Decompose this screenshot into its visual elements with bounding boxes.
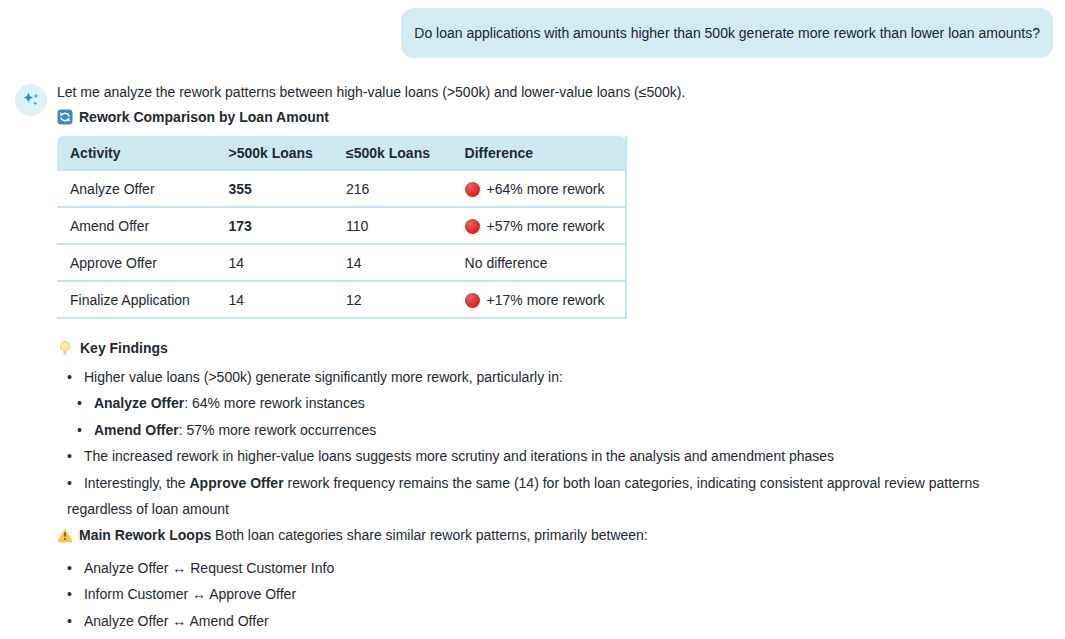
- list-item: • Higher value loans (>500k) generate sig…: [57, 364, 987, 390]
- bold-text: Approve Offer: [189, 475, 283, 491]
- user-message-row: Do loan applications with amounts higher…: [0, 0, 1065, 58]
- sparkles-icon: [20, 89, 42, 111]
- bold-text: Main Rework Loops: [79, 527, 211, 543]
- difference-cell: +57% more rework: [452, 207, 626, 244]
- rework-loops-list: • Analyze Offer ↔ Request Customer Info • I…: [57, 555, 987, 634]
- assistant-message-content: Let me analyze the rework patterns betwe…: [57, 80, 1007, 634]
- bullet-icon: •: [67, 586, 72, 602]
- difference-cell: +17% more rework: [452, 281, 626, 318]
- text: Analyze Offer ↔ Request Customer Info: [84, 560, 334, 576]
- main-rework-loops-heading: Main Rework Loops Both loan categories s…: [57, 522, 987, 548]
- chat-conversation: Do loan applications with amounts higher…: [0, 0, 1065, 634]
- user-message-text: Do loan applications with amounts higher…: [414, 25, 1040, 41]
- difference-text: +17% more rework: [487, 292, 605, 308]
- text: Analyze Offer ↔ Amend Offer: [84, 613, 269, 629]
- light-bulb-icon: [57, 340, 73, 356]
- table-heading-text: Rework Comparison by Loan Amount: [79, 107, 329, 127]
- activity-cell: Finalize Application: [57, 281, 215, 318]
- assistant-message-row: Let me analyze the rework patterns betwe…: [0, 80, 1065, 634]
- text: Interestingly, the: [84, 475, 190, 491]
- bullet-icon: •: [77, 395, 82, 411]
- gt500k-value: 14: [228, 255, 244, 271]
- table-row: Approve Offer 14 14 No difference: [57, 244, 626, 281]
- gt500k-value: 355: [228, 181, 251, 197]
- red-circle-icon: [465, 182, 480, 197]
- le500k-cell: 12: [333, 281, 452, 318]
- text: Both loan categories share similar rewor…: [211, 527, 648, 543]
- list-item: • Analyze Offer ↔ Request Customer Info: [57, 555, 987, 581]
- gt500k-cell: 14: [215, 244, 333, 281]
- gt500k-value: 14: [228, 292, 244, 308]
- activity-cell: Approve Offer: [57, 244, 215, 281]
- list-item: • Inform Customer ↔ Approve Offer: [57, 581, 987, 607]
- table-row: Amend Offer 173 110 +57% more rework: [57, 207, 626, 244]
- bullet-icon: •: [67, 369, 72, 385]
- text: Higher value loans (>500k) generate sign…: [84, 369, 563, 385]
- table-header-row: Activity>500k Loans≤500k LoansDifference: [57, 136, 626, 170]
- gt500k-cell: 355: [215, 170, 333, 207]
- bullet-icon: •: [67, 560, 72, 576]
- column-header: Difference: [452, 136, 626, 170]
- activity-cell: Analyze Offer: [57, 170, 215, 207]
- red-circle-icon: [465, 219, 480, 234]
- column-header: >500k Loans: [215, 136, 333, 170]
- difference-text: +64% more rework: [487, 181, 605, 197]
- assistant-avatar: [15, 84, 47, 116]
- bullet-icon: •: [67, 613, 72, 629]
- difference-cell: +64% more rework: [452, 170, 626, 207]
- list-item: • Amend Offer: 57% more rework occurrence…: [57, 417, 987, 443]
- column-header: Activity: [57, 136, 215, 170]
- bullet-icon: •: [77, 422, 82, 438]
- gt500k-cell: 14: [215, 281, 333, 318]
- difference-cell: No difference: [452, 244, 626, 281]
- table-row: Analyze Offer 355 216 +64% more rework: [57, 170, 626, 207]
- le500k-cell: 216: [333, 170, 452, 207]
- red-circle-icon: [465, 293, 480, 308]
- main-rework-loops-heading-text: Main Rework Loops Both loan categories s…: [79, 527, 648, 543]
- list-item: •Interestingly, the Approve Offer rework…: [57, 470, 987, 523]
- assistant-intro-text: Let me analyze the rework patterns betwe…: [57, 82, 1007, 102]
- bullet-icon: •: [67, 448, 72, 464]
- warning-icon: [57, 527, 73, 543]
- difference-text: +57% more rework: [487, 218, 605, 234]
- gt500k-cell: 173: [215, 207, 333, 244]
- le500k-cell: 14: [333, 244, 452, 281]
- key-findings-list: •Higher value loans (>500k) generate sig…: [57, 364, 987, 522]
- text: : 57% more rework occurrences: [179, 422, 377, 438]
- counterclockwise-arrows-icon: [57, 109, 73, 125]
- column-header: ≤500k Loans: [333, 136, 452, 170]
- bold-text: Amend Offer: [94, 422, 179, 438]
- list-item: • Analyze Offer ↔ Amend Offer: [57, 608, 987, 634]
- activity-cell: Amend Offer: [57, 207, 215, 244]
- bullet-icon: •: [67, 475, 72, 491]
- rework-comparison-table: Activity>500k Loans≤500k LoansDifference…: [57, 136, 627, 319]
- gt500k-value: 173: [228, 218, 251, 234]
- text: : 64% more rework instances: [184, 395, 365, 411]
- bold-text: Analyze Offer: [94, 395, 184, 411]
- le500k-cell: 110: [333, 207, 452, 244]
- key-findings-heading-text: Key Findings: [80, 338, 168, 358]
- text: The increased rework in higher-value loa…: [84, 448, 834, 464]
- text: Inform Customer ↔ Approve Offer: [84, 586, 296, 602]
- user-message-bubble: Do loan applications with amounts higher…: [401, 8, 1053, 58]
- list-item: • Analyze Offer: 64% more rework instance…: [57, 390, 987, 416]
- key-findings-heading: Key Findings: [57, 338, 1007, 358]
- table-row: Finalize Application 14 12 +17% more rework: [57, 281, 626, 318]
- table-heading: Rework Comparison by Loan Amount: [57, 107, 1007, 127]
- difference-text: No difference: [465, 255, 548, 271]
- list-item: • The increased rework in higher-value lo…: [57, 443, 987, 469]
